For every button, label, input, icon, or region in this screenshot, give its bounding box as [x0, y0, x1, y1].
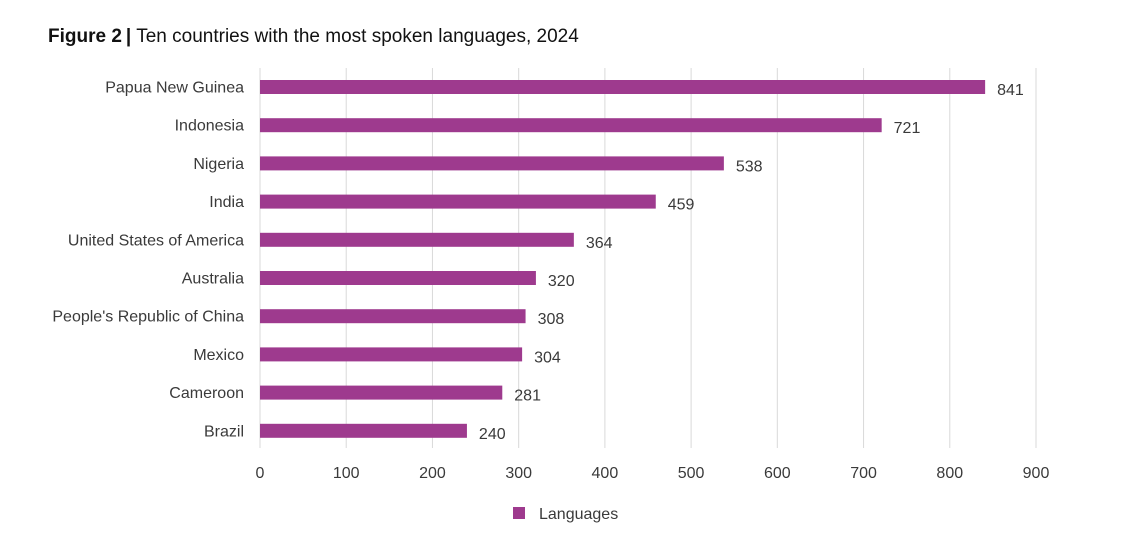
- chart-title: Ten countries with the most spoken langu…: [136, 26, 579, 47]
- x-tick-label: 200: [419, 465, 446, 482]
- legend-swatch: [513, 507, 525, 519]
- figure-title: Figure 2 | Ten countries with the most spo…: [48, 26, 579, 48]
- x-tick-label: 600: [764, 465, 791, 482]
- category-label: Australia: [182, 271, 244, 288]
- x-tick-label: 800: [936, 465, 963, 482]
- legend-label: Languages: [539, 506, 618, 523]
- bar: [260, 194, 656, 209]
- value-label: 320: [548, 273, 575, 290]
- category-label: Nigeria: [193, 156, 244, 173]
- bar: [260, 423, 467, 438]
- value-label: 721: [894, 120, 921, 137]
- bar: [260, 309, 526, 324]
- category-label: Indonesia: [175, 118, 244, 135]
- value-label: 841: [997, 82, 1024, 99]
- value-label: 364: [586, 235, 613, 252]
- value-label: 240: [479, 426, 506, 443]
- legend: Languages: [513, 506, 618, 523]
- category-label: Brazil: [204, 423, 244, 440]
- x-tick-label: 400: [592, 465, 619, 482]
- x-tick-label: 900: [1023, 465, 1050, 482]
- x-tick-labels: 0 100 200 300 400 500 600 700 800 900: [256, 465, 1050, 482]
- value-label: 281: [514, 388, 541, 405]
- category-label: India: [209, 194, 244, 211]
- figure-label: Figure 2: [48, 26, 122, 47]
- category-label: United States of America: [68, 232, 244, 249]
- value-label: 308: [538, 311, 565, 328]
- bars: [260, 80, 986, 438]
- x-tick-label: 300: [505, 465, 532, 482]
- category-label: People's Republic of China: [52, 309, 244, 326]
- bar: [260, 118, 882, 133]
- category-label: Mexico: [193, 347, 244, 364]
- x-tick-label: 500: [678, 465, 705, 482]
- category-label: Papua New Guinea: [105, 80, 244, 97]
- bar: [260, 156, 724, 171]
- value-label: 304: [534, 349, 561, 366]
- bar: [260, 232, 574, 247]
- x-tick-label: 100: [333, 465, 360, 482]
- category-label: Cameroon: [169, 385, 244, 402]
- x-tick-label: 700: [850, 465, 877, 482]
- value-labels: 841 721 538 459 364 320 308 304 281 240: [479, 82, 1024, 443]
- figure-separator: |: [125, 26, 132, 47]
- value-label: 538: [736, 158, 763, 175]
- x-tick-label: 0: [256, 465, 265, 482]
- bar: [260, 347, 523, 362]
- bar: [260, 385, 503, 400]
- category-labels: Papua New Guinea Indonesia Nigeria India Uni…: [52, 80, 244, 441]
- bar: [260, 80, 986, 94]
- bar: [260, 271, 536, 285]
- value-label: 459: [668, 197, 695, 214]
